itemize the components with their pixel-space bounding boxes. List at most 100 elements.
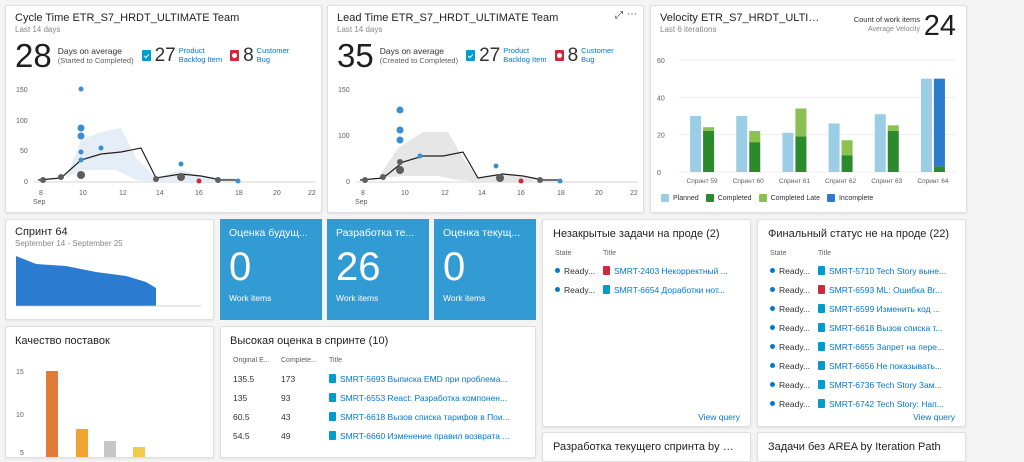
query-row[interactable]: Ready... SMRT-6742 Tech Story: Нап...: [770, 394, 953, 413]
x-tick: 10: [79, 190, 87, 197]
velocity-metric-label: Count of work items: [853, 15, 920, 24]
query-row[interactable]: Ready... SMRT-6599 Изменить код ...: [770, 299, 953, 318]
row-completed: 43: [281, 411, 291, 422]
legend-late: Completed Late: [770, 194, 820, 202]
x-tick: 10: [401, 190, 409, 197]
cycle-bug-link[interactable]: Customer Bug: [256, 45, 290, 64]
col-title: Title: [329, 357, 342, 364]
counter-tile-future-estimate[interactable]: Оценка будущ... 0 Work items: [220, 219, 322, 320]
no-area-widget[interactable]: Задачи без AREA by Iteration Path: [757, 432, 966, 462]
legend-swatch-planned: [661, 194, 669, 202]
quality-widget[interactable]: Качество поставок 15 10 5: [5, 326, 214, 458]
velocity-bar-chart[interactable]: 60 40 20 0 Спринт 59 Спринт 60 Спринт 61 Спринт…: [651, 50, 967, 205]
x-tick: 14: [156, 190, 164, 197]
lead-time-subtitle: Last 14 days: [337, 25, 383, 34]
lead-bug-count: 8: [567, 44, 579, 66]
row-state: Ready...: [779, 379, 811, 390]
counter-label: Work items: [229, 293, 272, 303]
bar-completed-late: [749, 130, 761, 143]
query-row[interactable]: Ready... SMRT-6656 Не показывать...: [770, 356, 953, 375]
bar-completed: [933, 166, 945, 172]
row-title[interactable]: SMRT-6599 Изменить код ...: [829, 303, 941, 314]
bug-icon: [554, 50, 564, 61]
query-row[interactable]: 135 93 SMRT-6553 React: Разработка компоне…: [233, 388, 523, 407]
cycle-time-scatter-chart[interactable]: 150 100 50 0 8 10 12 14 16 18 20 22 Sep: [6, 80, 322, 210]
view-query-link[interactable]: View query: [698, 412, 740, 422]
counter-tile-current-estimate[interactable]: Оценка текущ... 0 Work items: [434, 219, 536, 320]
row-original-estimate: 60.5: [233, 411, 250, 422]
expand-icon[interactable]: ⤢: [615, 10, 623, 21]
col-title: Title: [818, 250, 831, 257]
query-row[interactable]: 135.5 173 SMRT-5693 Выписка EMD при пробле…: [233, 369, 523, 388]
query-row[interactable]: Ready... SMRT-6618 Вызов списка т...: [770, 318, 953, 337]
x-tick: 12: [441, 190, 449, 197]
bar-planned: [874, 114, 886, 172]
x-tick: 16: [195, 190, 203, 197]
velocity-metric-sub: Average Velocity: [867, 26, 920, 33]
query-row[interactable]: 54.5 49 SMRT-6660 Изменение правил возврат…: [233, 426, 523, 445]
velocity-subtitle: Last 6 iterations: [660, 25, 717, 34]
lead-pbi-link[interactable]: Product Backlog Item: [503, 45, 547, 64]
state-dot-icon: [770, 306, 775, 311]
final-status-widget[interactable]: Финальный статус не на проде (22) State …: [757, 219, 966, 427]
lead-time-scatter-chart[interactable]: 150 100 0 8 10 12 14 16 18 20 22 Sep: [328, 80, 644, 210]
row-state: Ready...: [779, 341, 811, 352]
bar-completed-late: [841, 140, 853, 156]
state-dot-icon: [770, 363, 775, 368]
row-title[interactable]: SMRT-6618 Вызов списка т...: [829, 322, 943, 333]
query-row[interactable]: Ready... SMRT-6654 Доработки нот...: [555, 280, 738, 299]
col-state: State: [555, 250, 572, 257]
row-title[interactable]: SMRT-5710 Tech Story выне...: [829, 265, 947, 276]
row-title[interactable]: SMRT-6660 Изменение правил возврата ...: [340, 430, 510, 441]
counter-label: Work items: [443, 293, 486, 303]
counter-tile-current-dev[interactable]: Разработка те... 26 Work items: [327, 219, 429, 320]
bug-icon: [818, 285, 825, 294]
x-tick: Спринт 60: [733, 178, 764, 185]
x-tick: Спринт 63: [871, 178, 902, 185]
high-estimate-widget[interactable]: Высокая оценка в спринте (10) Original E…: [220, 326, 536, 458]
query-row[interactable]: 60.5 43 SMRT-6618 Вызов списка тарифов в П…: [233, 407, 523, 426]
row-title[interactable]: SMRT-6655 Запрет на пере...: [829, 341, 945, 352]
row-title[interactable]: SMRT-6618 Вызов списка тарифов в Пои...: [340, 411, 510, 422]
cycle-time-subtitle: Last 14 days: [15, 25, 61, 34]
y-tick: 60: [657, 58, 665, 65]
lead-time-widget[interactable]: Lead Time ETR_S7_HRDT_ULTIMATE Team Last…: [327, 5, 644, 213]
sprint-subtitle: September 14 - September 25: [15, 239, 123, 248]
row-title[interactable]: SMRT-6736 Tech Story Зам...: [829, 379, 942, 390]
x-tick: 22: [630, 190, 638, 197]
sprint-burndown-widget[interactable]: Спринт 64 September 14 - September 25: [5, 219, 214, 320]
lead-pbi-count: 27: [479, 44, 501, 66]
cycle-pbi-link[interactable]: Product Backlog Item: [178, 45, 223, 64]
query-row[interactable]: Ready... SMRT-6593 ML: Ошибка Br...: [770, 280, 953, 299]
open-tasks-widget[interactable]: Незакрытые задачи на проде (2) State Tit…: [542, 219, 751, 427]
open-tasks-title: Незакрытые задачи на проде (2): [553, 228, 720, 240]
x-tick: 22: [308, 190, 316, 197]
row-title[interactable]: SMRT-5693 Выписка EMD при проблема...: [340, 373, 508, 384]
query-row[interactable]: Ready... SMRT-5710 Tech Story выне...: [770, 261, 953, 280]
query-row[interactable]: Ready... SMRT-6655 Запрет на пере...: [770, 337, 953, 356]
x-tick: 16: [517, 190, 525, 197]
row-title[interactable]: SMRT-6742 Tech Story: Нап...: [829, 398, 944, 409]
query-row[interactable]: Ready... SMRT-2403 Некорректный ...: [555, 261, 738, 280]
col-title: Title: [603, 250, 616, 257]
row-title[interactable]: SMRT-6553 React: Разработка компонен...: [340, 392, 508, 403]
month-label: Sep: [355, 199, 368, 206]
product-backlog-item-icon: [818, 266, 825, 275]
more-options-icon[interactable]: ⋯: [627, 9, 637, 20]
row-title[interactable]: SMRT-6593 ML: Ошибка Br...: [829, 284, 943, 295]
lead-bug-link[interactable]: Customer Bug: [581, 45, 614, 64]
quality-bar-chart[interactable]: 15 10 5: [6, 357, 214, 457]
row-state: Ready...: [779, 360, 811, 371]
y-tick: 5: [20, 450, 24, 457]
current-sprint-dev-title: Разработка текущего спринта by St...: [553, 441, 740, 453]
bar-completed-late: [795, 108, 807, 137]
cycle-pbi-count: 27: [154, 44, 176, 66]
current-sprint-dev-widget[interactable]: Разработка текущего спринта by St...: [542, 432, 751, 462]
cycle-time-widget[interactable]: Cycle Time ETR_S7_HRDT_ULTIMATE Team Las…: [5, 5, 322, 213]
query-row[interactable]: Ready... SMRT-6736 Tech Story Зам...: [770, 375, 953, 394]
y-tick: 0: [346, 179, 350, 186]
sprint-title: Спринт 64: [15, 226, 68, 238]
view-query-link[interactable]: View query: [913, 412, 955, 422]
row-title[interactable]: SMRT-6656 Не показывать...: [829, 360, 943, 371]
velocity-widget[interactable]: Velocity ETR_S7_HRDT_ULTIMATE T... Last …: [650, 5, 967, 213]
